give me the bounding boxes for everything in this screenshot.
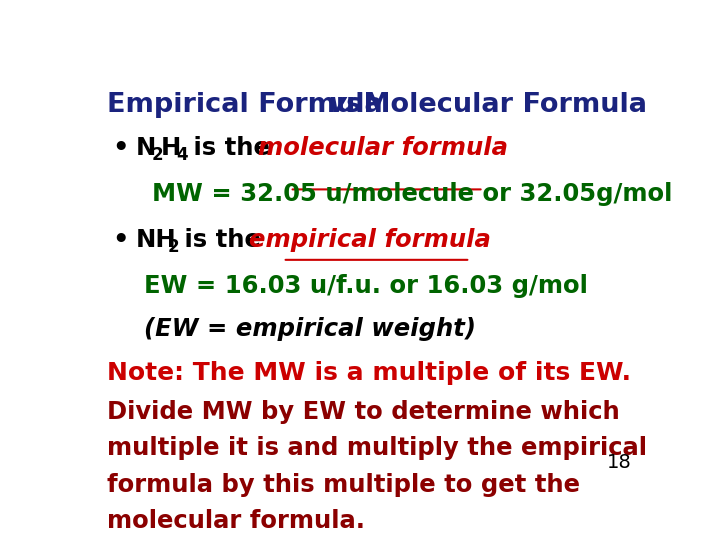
Text: is the: is the — [185, 136, 279, 160]
Text: (EW = empirical weight): (EW = empirical weight) — [143, 317, 476, 341]
Text: empirical formula: empirical formula — [248, 228, 490, 252]
Text: 18: 18 — [606, 453, 631, 472]
Text: is the: is the — [176, 228, 270, 252]
Text: multiple it is and multiply the empirical: multiple it is and multiply the empirica… — [107, 436, 647, 460]
Text: H: H — [161, 136, 181, 160]
Text: 2: 2 — [167, 238, 179, 256]
Text: Empirical Formula: Empirical Formula — [107, 92, 392, 118]
Text: EW = 16.03 u/f.u. or 16.03 g/mol: EW = 16.03 u/f.u. or 16.03 g/mol — [143, 274, 588, 298]
Text: Divide MW by EW to determine which: Divide MW by EW to determine which — [107, 400, 619, 423]
Text: molecular formula: molecular formula — [258, 136, 508, 160]
Text: Note: The MW is a multiple of its EW.: Note: The MW is a multiple of its EW. — [107, 361, 631, 385]
Text: N: N — [136, 136, 156, 160]
Text: MW = 32.05 u/molecule or 32.05g/mol: MW = 32.05 u/molecule or 32.05g/mol — [153, 182, 673, 206]
Text: •: • — [112, 228, 129, 254]
Text: molecular formula.: molecular formula. — [107, 509, 365, 534]
Text: 2: 2 — [151, 146, 163, 164]
Text: formula by this multiple to get the: formula by this multiple to get the — [107, 472, 580, 497]
Text: •: • — [112, 136, 129, 163]
Text: Molecular Formula: Molecular Formula — [354, 92, 647, 118]
Text: vs: vs — [328, 92, 361, 118]
Text: 4: 4 — [176, 146, 188, 164]
Text: NH: NH — [136, 228, 176, 252]
